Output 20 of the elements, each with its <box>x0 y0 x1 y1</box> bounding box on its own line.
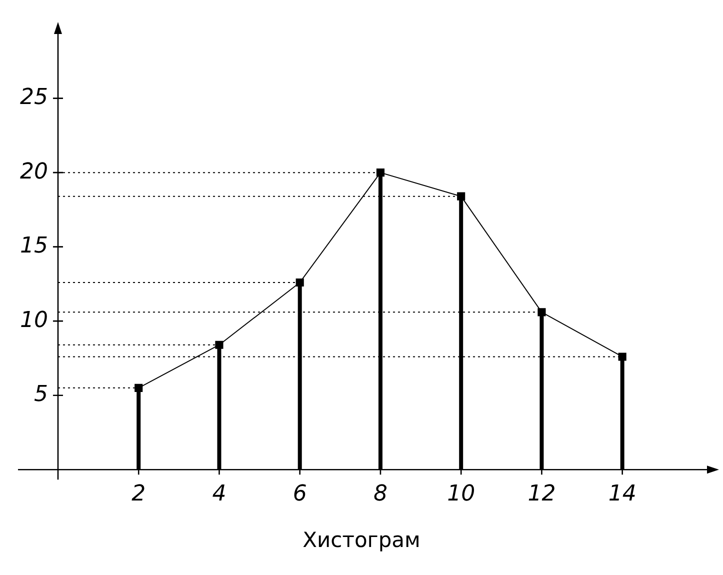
point <box>215 340 224 349</box>
x-tick-label: 6 <box>292 482 307 507</box>
y-tick-label: 25 <box>20 85 48 110</box>
x-tick-label: 2 <box>132 482 146 507</box>
y-tick-label: 20 <box>20 159 48 184</box>
x-axis-title: Хистограм <box>302 528 422 552</box>
point <box>296 278 304 287</box>
point <box>618 352 626 361</box>
x-tick-label: 12 <box>528 482 556 507</box>
x-tick-label: 8 <box>373 482 388 507</box>
x-tick-label: 14 <box>608 482 636 507</box>
point <box>538 308 546 316</box>
point <box>134 384 143 392</box>
y-tick-label: 10 <box>20 308 48 333</box>
x-tick-label: 4 <box>212 482 226 507</box>
point <box>457 192 466 200</box>
y-tick-label: 5 <box>34 382 48 408</box>
x-tick-label: 10 <box>447 482 476 507</box>
point <box>376 168 384 177</box>
y-tick-label: 15 <box>20 234 48 259</box>
